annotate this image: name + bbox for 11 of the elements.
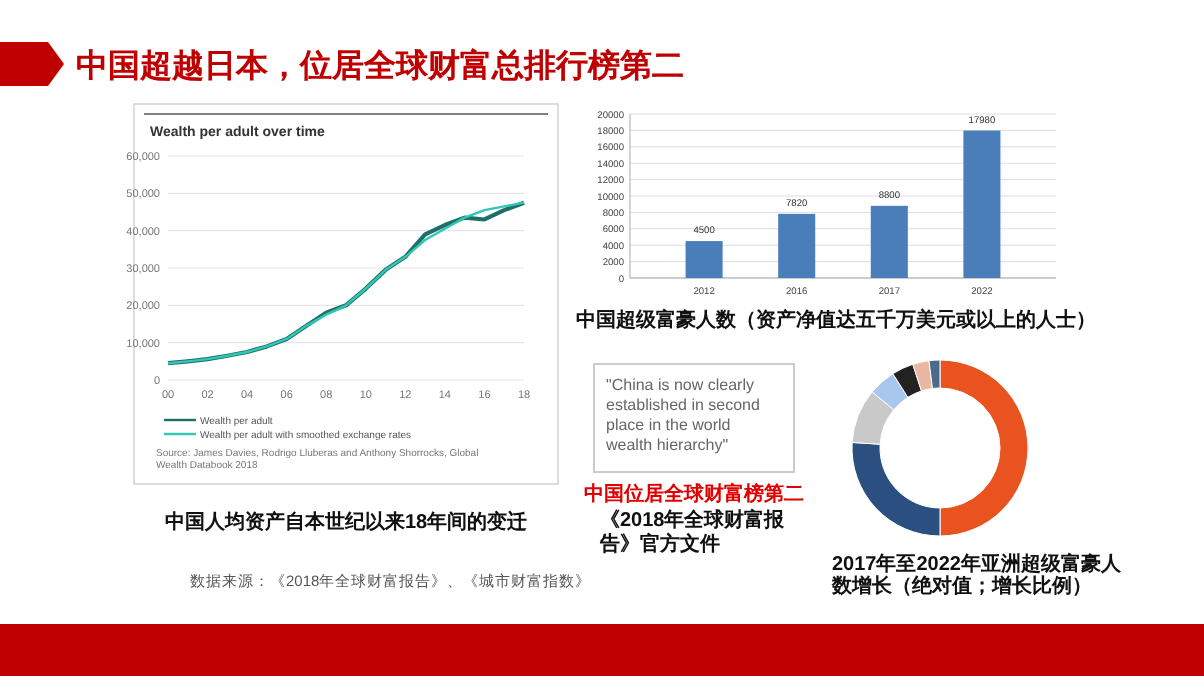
bar — [778, 213, 816, 278]
bar — [870, 205, 908, 278]
text: 中国人均资产自本世纪以来18年间的变迁 — [164, 510, 528, 534]
text: 2017年至2022年亚洲超级富豪人数增长（绝对值；增长比例） — [830, 552, 1123, 598]
bar — [685, 241, 723, 278]
text: 《2018年全球财富报告》官方文件 — [598, 508, 787, 556]
text: "China is now clearly established in second place in the world wealth hierarchy" — [604, 376, 760, 454]
text: 中国超越日本，位居全球财富总排行榜第二 — [76, 46, 684, 84]
text: 中国超级富豪人数（资产净值达五千万美元或以上的人士） — [576, 308, 1096, 332]
text: 中国位居全球财富榜第二 — [584, 482, 804, 506]
bar — [963, 130, 1001, 278]
